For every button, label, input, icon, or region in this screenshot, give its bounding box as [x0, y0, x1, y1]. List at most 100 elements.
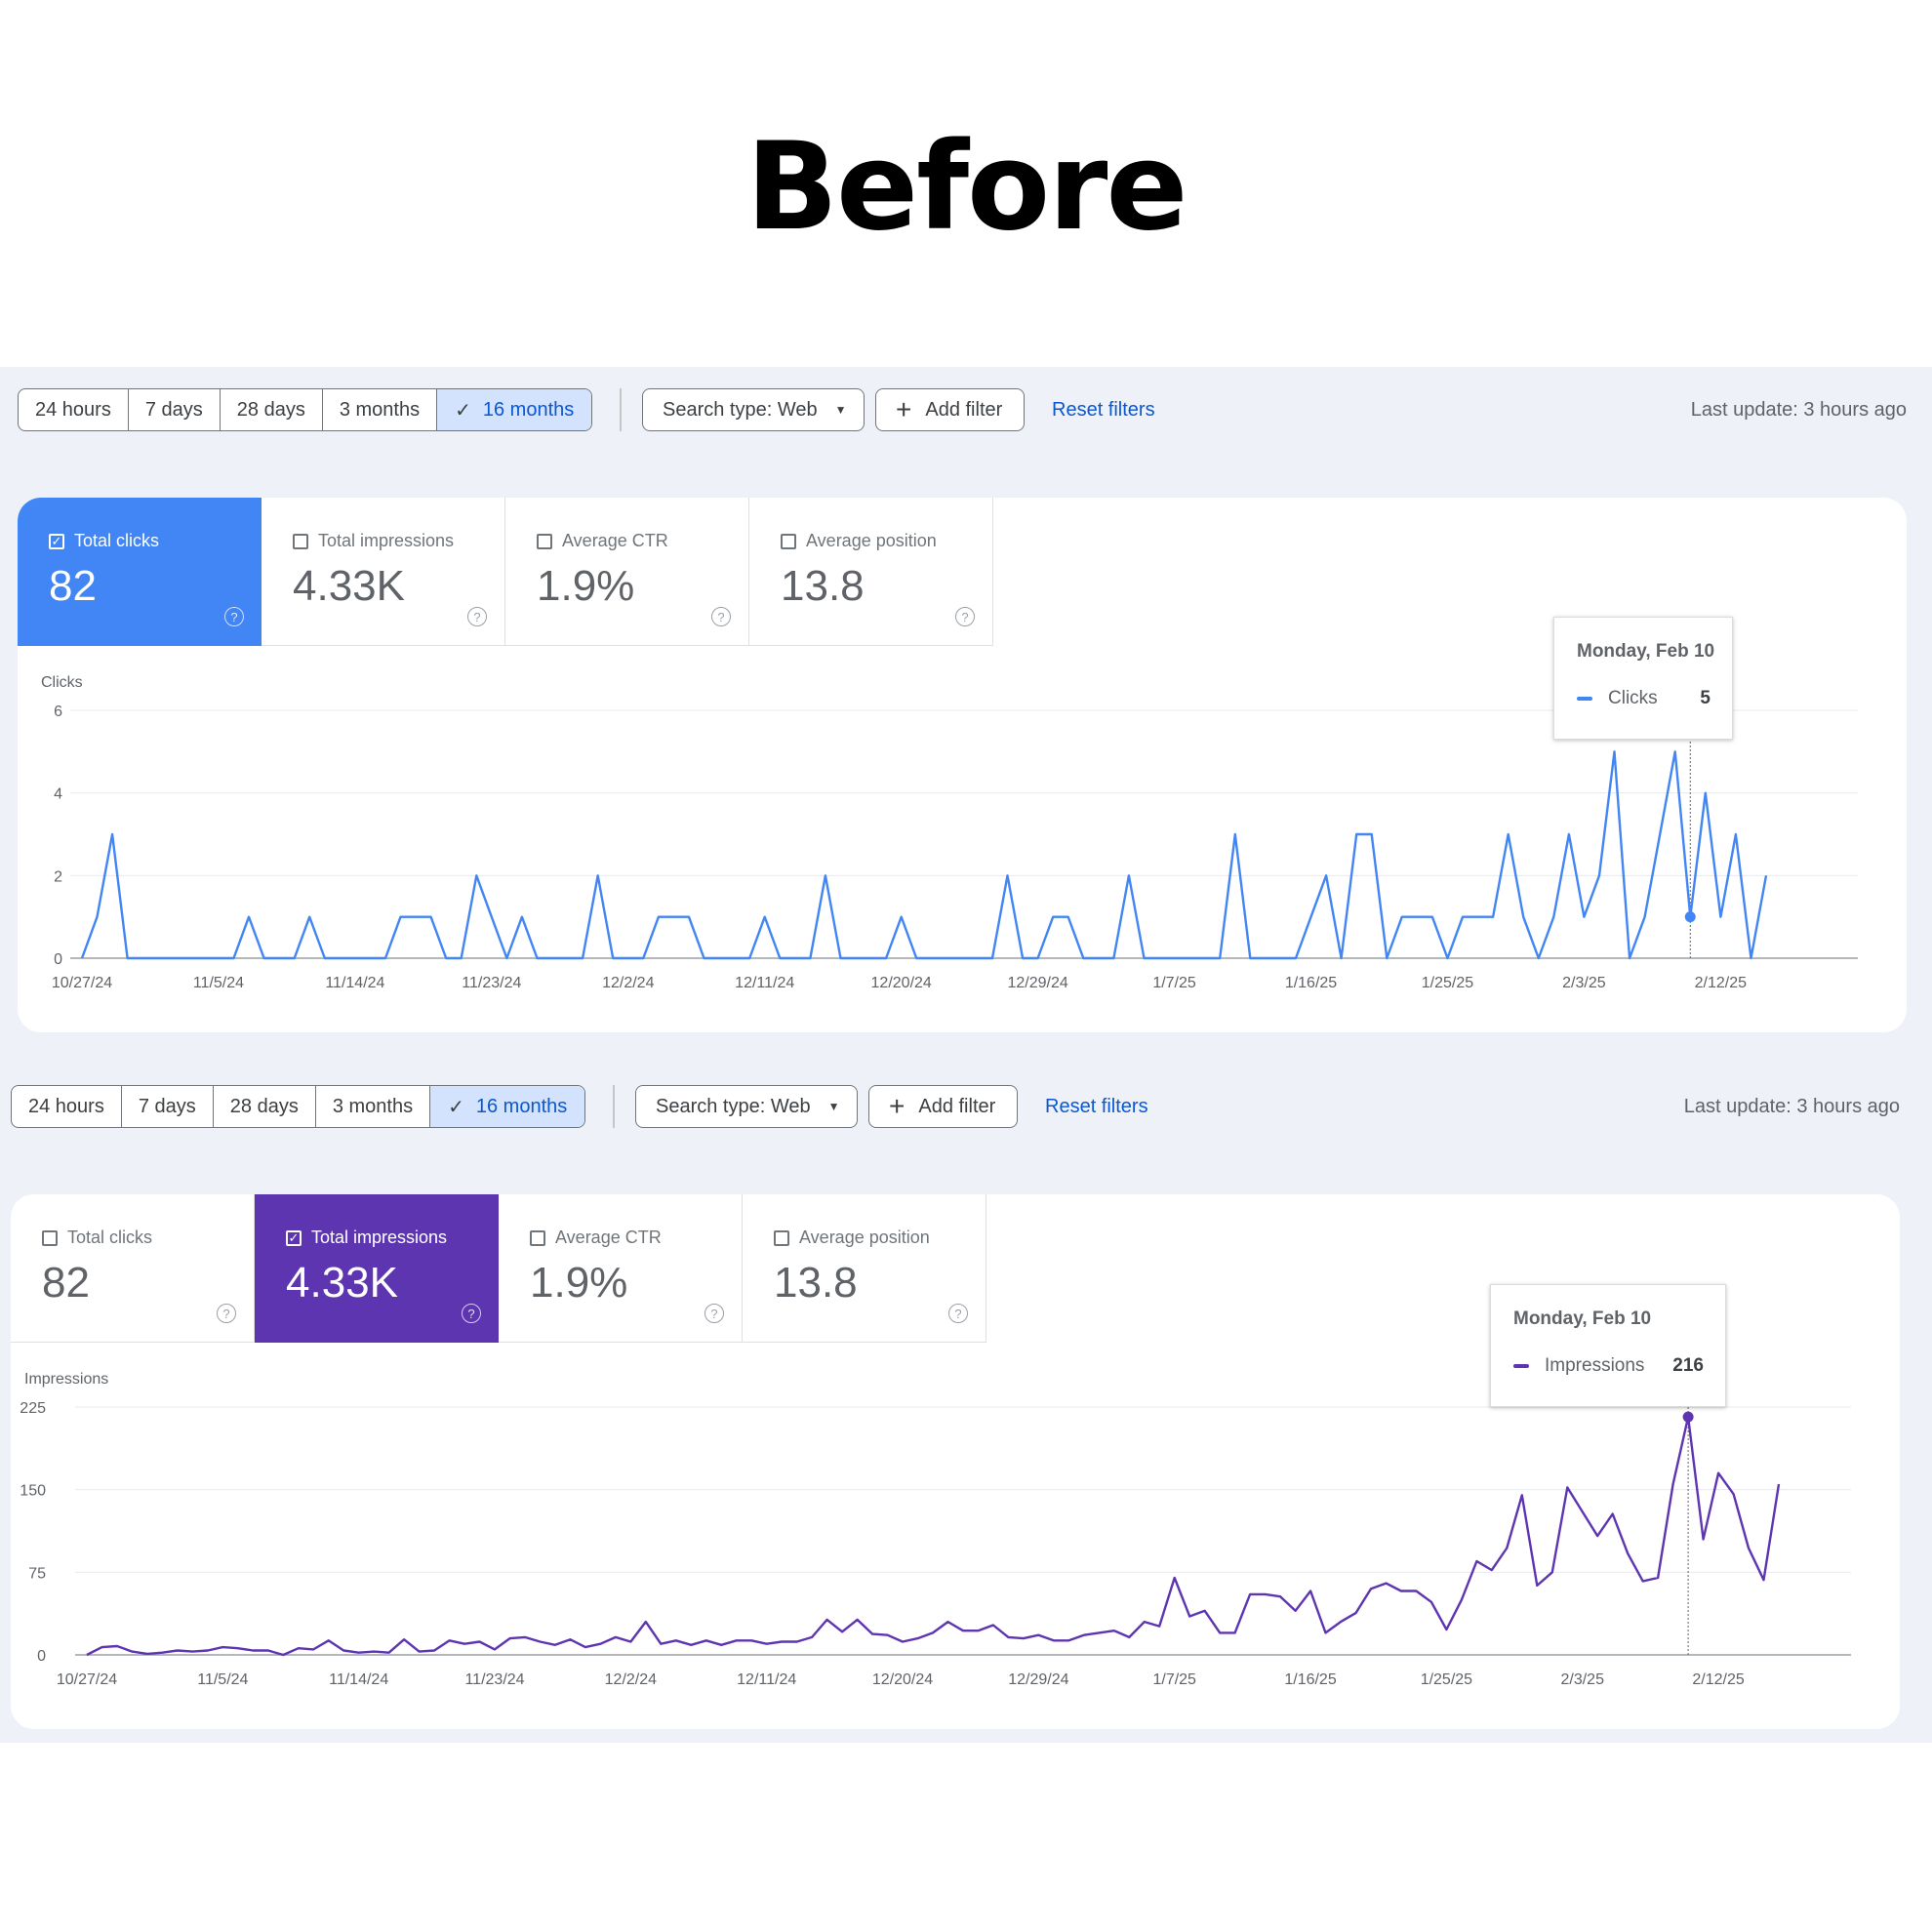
checkbox-icon[interactable]	[42, 1229, 58, 1246]
performance-card: Impressions 0 75 150 225 10/27/24 11/5/24 11/14…	[11, 1194, 1900, 1729]
range-16-months[interactable]: ✓ 16 months	[430, 1086, 585, 1127]
metric-average-position[interactable]: Average position 13.8 ?	[743, 1194, 986, 1343]
x-tick-label: 2/12/25	[1692, 1671, 1744, 1688]
x-tick-label: 12/11/24	[735, 975, 794, 991]
help-icon[interactable]: ?	[711, 607, 731, 626]
help-icon[interactable]: ?	[462, 1304, 481, 1323]
add-filter-button[interactable]: + Add filter	[868, 1085, 1018, 1128]
series-line	[86, 1415, 1781, 1657]
x-tick-label: 11/23/24	[464, 1671, 524, 1688]
metric-total-impressions[interactable]: ✓ Total impressions 4.33K ?	[255, 1194, 499, 1343]
checkbox-icon[interactable]	[293, 533, 308, 549]
metric-total-clicks[interactable]: Total clicks 82 ?	[11, 1194, 255, 1343]
y-tick-label: 0	[54, 951, 62, 968]
metric-value: 82	[42, 1259, 90, 1307]
help-icon[interactable]: ?	[704, 1304, 724, 1323]
metric-label: Average position	[774, 1228, 930, 1248]
metric-label-text: Average CTR	[555, 1228, 662, 1247]
x-tick-label: 12/29/24	[1008, 1671, 1068, 1688]
x-tick-label: 1/16/25	[1285, 975, 1337, 991]
help-icon[interactable]: ?	[467, 607, 487, 626]
metric-label: Average CTR	[537, 531, 668, 551]
range-16-months-label: 16 months	[482, 398, 575, 421]
x-tick-label: 1/7/25	[1152, 1671, 1196, 1688]
metric-average-ctr[interactable]: Average CTR 1.9% ?	[499, 1194, 743, 1343]
add-filter-label: Add filter	[918, 1095, 996, 1117]
dropdown-caret-icon: ▼	[827, 1100, 840, 1113]
dropdown-caret-icon: ▼	[834, 403, 847, 417]
metric-average-ctr[interactable]: Average CTR 1.9% ?	[505, 498, 749, 646]
range-24-hours[interactable]: 24 hours	[12, 1086, 122, 1127]
checkbox-icon[interactable]	[530, 1229, 545, 1246]
x-tick-label: 1/25/25	[1421, 1671, 1472, 1688]
plus-icon: +	[889, 1091, 906, 1121]
y-tick-label: 0	[37, 1648, 46, 1665]
metric-label: ✓ Total clicks	[49, 531, 159, 551]
tooltip-row: Clicks 5	[1577, 688, 1711, 709]
date-range-selector: 24 hours 7 days 28 days 3 months ✓ 16 mon…	[18, 388, 593, 431]
date-range-selector: 24 hours 7 days 28 days 3 months ✓ 16 mon…	[11, 1085, 586, 1128]
tooltip-series: Impressions	[1545, 1355, 1645, 1376]
help-icon[interactable]: ?	[224, 607, 244, 626]
reset-filters-link[interactable]: Reset filters	[1045, 1095, 1148, 1117]
y-tick-label: 225	[20, 1400, 46, 1417]
range-3-months[interactable]: 3 months	[316, 1086, 431, 1127]
y-axis-label: Impressions	[24, 1371, 108, 1388]
x-tick-label: 12/2/24	[602, 975, 654, 991]
x-tick-label: 1/7/25	[1152, 975, 1196, 991]
checkbox-icon[interactable]: ✓	[49, 533, 64, 549]
tooltip-date: Monday, Feb 10	[1577, 641, 1715, 662]
tooltip-value: 216	[1672, 1355, 1704, 1376]
range-28-days[interactable]: 28 days	[221, 389, 323, 430]
metric-label-text: Total clicks	[74, 531, 160, 550]
metric-value: 1.9%	[537, 562, 635, 610]
y-tick-label: 150	[20, 1483, 46, 1500]
metric-total-impressions[interactable]: Total impressions 4.33K ?	[262, 498, 505, 646]
metric-label: Total clicks	[42, 1228, 152, 1248]
metric-total-clicks[interactable]: ✓ Total clicks 82 ?	[18, 498, 262, 646]
last-update-text: Last update: 3 hours ago	[1690, 398, 1907, 421]
metric-average-position[interactable]: Average position 13.8 ?	[749, 498, 993, 646]
checkbox-icon[interactable]	[774, 1229, 789, 1246]
tooltip-value: 5	[1700, 688, 1711, 708]
metric-value: 82	[49, 562, 97, 610]
add-filter-button[interactable]: + Add filter	[875, 388, 1025, 431]
tooltip-row: Impressions 216	[1513, 1355, 1704, 1377]
check-icon: ✓	[455, 399, 471, 422]
range-28-days[interactable]: 28 days	[214, 1086, 316, 1127]
x-tick-label: 10/27/24	[52, 975, 112, 991]
range-16-months-label: 16 months	[475, 1095, 568, 1117]
help-icon[interactable]: ?	[948, 1304, 968, 1323]
range-7-days[interactable]: 7 days	[122, 1086, 214, 1127]
metric-value: 13.8	[774, 1259, 858, 1307]
search-type-dropdown[interactable]: Search type: Web ▼	[635, 1085, 858, 1128]
x-tick-label: 2/3/25	[1560, 1671, 1604, 1688]
checkbox-icon[interactable]: ✓	[286, 1229, 302, 1246]
search-type-label: Search type: Web	[663, 398, 818, 421]
x-tick-label: 12/20/24	[872, 1671, 933, 1688]
tooltip-date: Monday, Feb 10	[1513, 1308, 1652, 1329]
metric-label-text: Total clicks	[67, 1228, 153, 1247]
x-tick-label: 1/25/25	[1422, 975, 1473, 991]
checkbox-icon[interactable]	[537, 533, 552, 549]
range-3-months[interactable]: 3 months	[323, 389, 438, 430]
help-icon[interactable]: ?	[955, 607, 975, 626]
reset-filters-link[interactable]: Reset filters	[1052, 398, 1155, 421]
help-icon[interactable]: ?	[217, 1304, 236, 1323]
clicks-chart: Clicks 0 2 4 6 10/27/24 11/5/24 11/14/24 11/23/2…	[41, 674, 1858, 991]
x-tick-label: 10/27/24	[57, 1671, 117, 1688]
search-type-dropdown[interactable]: Search type: Web ▼	[642, 388, 865, 431]
x-tick-label: 11/5/24	[193, 975, 244, 991]
y-tick-label: 4	[54, 786, 62, 803]
x-tick-label: 12/20/24	[871, 975, 932, 991]
metric-value: 4.33K	[286, 1259, 398, 1307]
metric-label: Average CTR	[530, 1228, 662, 1248]
checkbox-icon[interactable]	[781, 533, 796, 549]
filter-bar: 24 hours 7 days 28 days 3 months ✓ 16 mon…	[11, 1085, 1900, 1128]
series-swatch	[1577, 697, 1592, 701]
range-24-hours[interactable]: 24 hours	[19, 389, 129, 430]
metric-value: 1.9%	[530, 1259, 628, 1307]
range-7-days[interactable]: 7 days	[129, 389, 221, 430]
range-16-months[interactable]: ✓ 16 months	[437, 389, 592, 430]
impressions-chart: Impressions 0 75 150 225 10/27/24 11/5/24 11/14…	[20, 1371, 1851, 1688]
